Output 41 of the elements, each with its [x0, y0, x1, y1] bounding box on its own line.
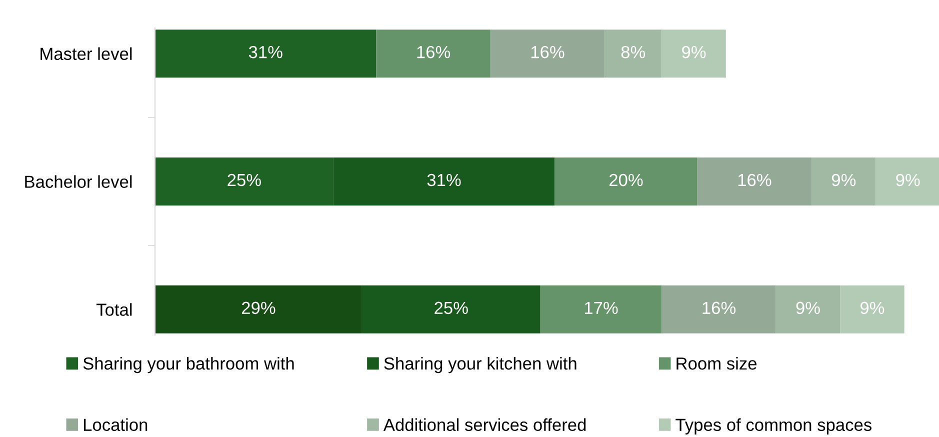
bar	[604, 30, 662, 78]
data-label: 9%	[832, 174, 856, 186]
data-label: 16%	[702, 302, 736, 314]
data-label: 31%	[427, 174, 461, 186]
bar	[554, 158, 698, 206]
data-label: 9%	[860, 302, 884, 314]
y-tick-label: Master level	[40, 47, 132, 60]
y-tick-label: Total	[96, 303, 132, 316]
legend-label: Additional services offered	[383, 418, 586, 432]
bar	[876, 158, 939, 206]
bar	[155, 285, 362, 334]
legend-label: Location	[84, 418, 148, 432]
bar	[662, 285, 776, 334]
data-label: 25%	[228, 174, 261, 186]
bar	[662, 30, 726, 78]
bar	[697, 158, 812, 206]
bar	[362, 285, 540, 334]
data-label: 9%	[896, 174, 920, 186]
bar	[540, 285, 662, 334]
data-label: 20%	[610, 174, 643, 186]
data-label: 29%	[242, 302, 276, 314]
data-label: 9%	[796, 302, 820, 314]
bar	[840, 285, 904, 334]
legend-label: Room size	[676, 356, 756, 370]
data-label: 31%	[248, 46, 282, 58]
legend-label: Sharing your bathroom with	[83, 356, 294, 374]
y-tick-label: Bachelor level	[25, 175, 132, 188]
data-label: 16%	[531, 46, 564, 58]
data-label: 8%	[621, 46, 646, 58]
data-label: 16%	[417, 46, 450, 58]
bar	[376, 30, 490, 78]
bar	[812, 158, 876, 206]
data-label: 25%	[434, 302, 468, 314]
data-label: 17%	[584, 302, 618, 314]
legend-label: Sharing your kitchen with	[384, 356, 576, 374]
bar	[490, 30, 605, 78]
bar	[776, 285, 840, 334]
legend-label: Types of common spaces	[676, 418, 872, 434]
data-label: 16%	[738, 174, 772, 186]
bar	[155, 30, 376, 78]
data-label: 9%	[682, 46, 706, 58]
